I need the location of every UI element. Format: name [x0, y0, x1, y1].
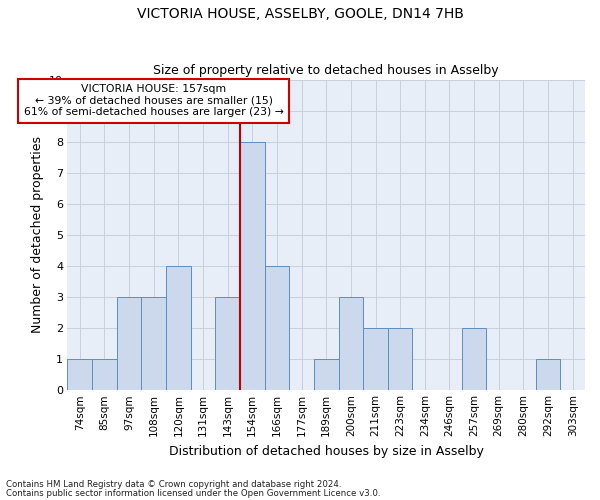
Bar: [536, 359, 560, 390]
Text: Contains HM Land Registry data © Crown copyright and database right 2024.: Contains HM Land Registry data © Crown c…: [6, 480, 341, 489]
Bar: [314, 359, 338, 390]
X-axis label: Distribution of detached houses by size in Asselby: Distribution of detached houses by size …: [169, 444, 484, 458]
Bar: [142, 297, 166, 390]
Bar: [67, 359, 92, 390]
Text: VICTORIA HOUSE, ASSELBY, GOOLE, DN14 7HB: VICTORIA HOUSE, ASSELBY, GOOLE, DN14 7HB: [137, 8, 463, 22]
Bar: [462, 328, 487, 390]
Y-axis label: Number of detached properties: Number of detached properties: [31, 136, 44, 333]
Bar: [363, 328, 388, 390]
Bar: [117, 297, 142, 390]
Bar: [338, 297, 363, 390]
Bar: [166, 266, 191, 390]
Bar: [92, 359, 117, 390]
Title: Size of property relative to detached houses in Asselby: Size of property relative to detached ho…: [154, 64, 499, 77]
Bar: [388, 328, 412, 390]
Bar: [215, 297, 240, 390]
Text: VICTORIA HOUSE: 157sqm
← 39% of detached houses are smaller (15)
61% of semi-det: VICTORIA HOUSE: 157sqm ← 39% of detached…: [24, 84, 284, 117]
Bar: [265, 266, 289, 390]
Text: Contains public sector information licensed under the Open Government Licence v3: Contains public sector information licen…: [6, 488, 380, 498]
Bar: [240, 142, 265, 390]
